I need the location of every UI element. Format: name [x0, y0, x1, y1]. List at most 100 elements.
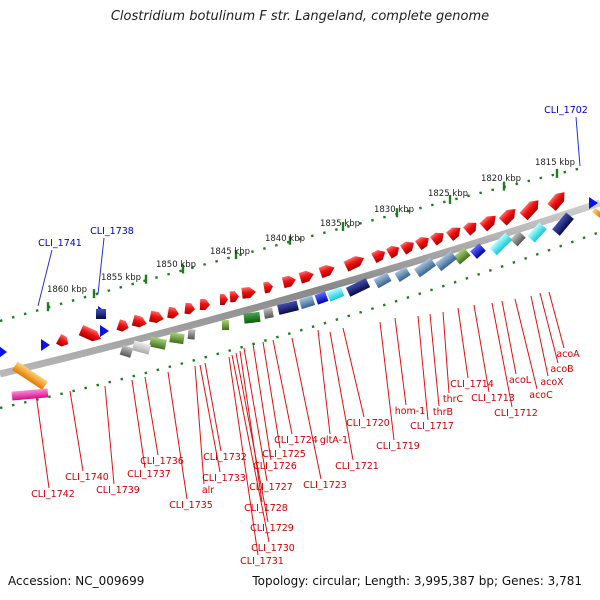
gene-label-cli-1733: CLI_1733	[202, 473, 246, 484]
gene-feature	[343, 256, 365, 272]
gene-feature	[298, 295, 316, 310]
outer-tick-track	[0, 165, 587, 323]
gene-feature	[415, 237, 429, 251]
gene-feature	[187, 328, 196, 340]
gene-label-acoa: acoA	[556, 349, 580, 360]
scale-label-1840-kbp: 1840 kbp	[265, 234, 305, 244]
callout-line	[144, 376, 159, 456]
callout-line	[194, 365, 205, 485]
gene-feature	[78, 325, 102, 342]
gene-feature	[167, 306, 179, 319]
gene-label-cli-1736: CLI_1736	[140, 456, 184, 467]
gene-label-cli-1723: CLI_1723	[303, 480, 347, 491]
inner-tick-track	[0, 230, 600, 410]
callout-line	[457, 307, 469, 379]
callout-line	[317, 329, 331, 435]
scale-label-1845-kbp: 1845 kbp	[210, 247, 250, 257]
gene-label-cli-1732: CLI_1732	[203, 452, 247, 463]
gene-feature	[131, 314, 147, 328]
scale-label-1855-kbp: 1855 kbp	[101, 273, 141, 283]
gene-feature	[241, 287, 256, 299]
gene-feature	[453, 247, 471, 265]
scale-label-1815-kbp: 1815 kbp	[535, 158, 575, 168]
gene-feature	[371, 250, 386, 264]
gene-feature	[386, 245, 400, 259]
topology-text: Topology: circular; Length: 3,995,387 bp…	[252, 574, 582, 588]
gene-label-cli-1727: CLI_1727	[249, 482, 293, 493]
gene-feature	[446, 227, 461, 241]
gene-feature	[394, 266, 411, 282]
gene-feature	[277, 300, 299, 315]
scale-label-1820-kbp: 1820 kbp	[481, 174, 521, 184]
gene-feature	[373, 272, 392, 289]
marker-label-cli-1702: CLI_1702	[544, 105, 588, 116]
callout-line	[548, 291, 565, 349]
callout-line	[329, 331, 354, 461]
marker-label-cli-1741: CLI_1741	[38, 238, 82, 249]
gene-feature	[462, 222, 477, 236]
callout-line	[239, 350, 263, 503]
callout-line	[539, 292, 559, 364]
callout-line	[491, 302, 513, 408]
gene-label-cli-1712: CLI_1712	[494, 408, 538, 419]
gene-label-cli-1740: CLI_1740	[65, 472, 109, 483]
gene-feature	[243, 311, 261, 324]
gene-feature	[470, 243, 486, 259]
callout-line	[394, 317, 407, 406]
gene-label-alr: alr	[202, 485, 214, 496]
callout-line	[514, 298, 538, 390]
gene-label-cli-1735: CLI_1735	[169, 500, 213, 511]
callout-line	[379, 321, 395, 441]
gene-label-cli-1730: CLI_1730	[251, 543, 295, 554]
scale-label-1860-kbp: 1860 kbp	[47, 285, 87, 295]
callout-line	[235, 352, 269, 523]
gene-label-hom-1: hom-1	[395, 406, 426, 417]
scale-label-1850-kbp: 1850 kbp	[156, 260, 196, 270]
gene-feature	[263, 281, 273, 294]
gene-feature	[184, 302, 195, 315]
callout-line	[228, 356, 259, 556]
gene-label-cli-1724: CLI_1724	[274, 435, 318, 446]
callout-line	[231, 354, 270, 543]
gene-label-acob: acoB	[550, 364, 573, 375]
gene-feature	[131, 340, 152, 355]
gene-feature	[229, 291, 239, 303]
gene-feature	[552, 212, 574, 236]
callout-line	[131, 379, 146, 469]
gene-feature	[148, 310, 164, 323]
gene-label-cli-1725: CLI_1725	[262, 449, 306, 460]
gene-label-cli-1729: CLI_1729	[250, 523, 294, 534]
map-title: Clostridium botulinum F str. Langeland, …	[110, 9, 490, 24]
marker-arrow	[0, 346, 7, 358]
marker-cli-1702: CLI_1702	[544, 105, 598, 209]
marker-arrows: CLI_1702 CLI_1738 CLI_1741	[0, 105, 598, 358]
gene-label-cli-1719: CLI_1719	[376, 441, 420, 452]
gene-label-cli-1737: CLI_1737	[127, 469, 171, 480]
gene-label-cli-1717: CLI_1717	[410, 421, 454, 432]
callout-line	[530, 295, 549, 377]
gene-label-thrc: thrC	[443, 394, 464, 405]
gene-feature	[318, 264, 335, 279]
callout-line	[429, 313, 440, 407]
gene-features	[11, 192, 600, 401]
gene-label-cli-1721: CLI_1721	[335, 461, 379, 472]
callout-line	[272, 339, 293, 435]
gene-label-cli-1742: CLI_1742	[31, 489, 75, 500]
gene-feature	[413, 257, 437, 278]
gene-feature	[547, 192, 565, 211]
gene-feature	[169, 332, 185, 345]
gene-feature	[221, 319, 230, 331]
gene-label-cli-1726: CLI_1726	[253, 461, 297, 472]
gene-label-acol: acoL	[509, 375, 532, 386]
gene-feature	[281, 275, 296, 289]
gene-callout-lines	[35, 291, 565, 556]
gene-label-cli-1713: CLI_1713	[471, 393, 515, 404]
marker-label-cli-1738: CLI_1738	[90, 226, 134, 237]
gene-feature	[219, 293, 228, 306]
marker-cli-1738: CLI_1738	[90, 226, 134, 337]
callout-line	[417, 315, 429, 421]
gene-feature	[119, 344, 134, 358]
callout-line	[442, 311, 450, 394]
marker-cli-1741: CLI_1741	[37, 238, 82, 351]
gene-labels: acoA acoB acoX acoC acoL CLI_1712 CLI_1713 CLI_…	[31, 349, 580, 567]
